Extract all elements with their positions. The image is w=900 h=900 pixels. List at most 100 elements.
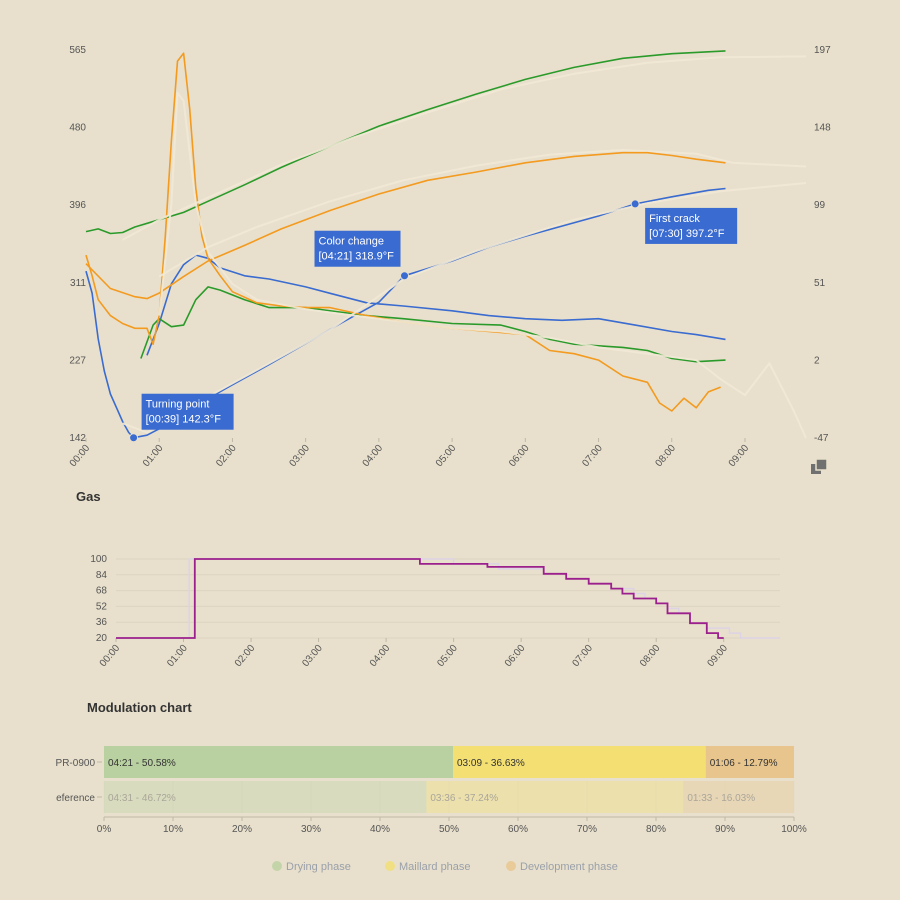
series-line-gas-orange-faint-temp <box>158 149 807 278</box>
series-line-bean-temp <box>85 187 726 439</box>
bar-segment-development-phase <box>705 746 794 778</box>
legend-swatch <box>506 861 516 871</box>
bar-segment-label: 03:36 - 37.24% <box>430 793 498 804</box>
gas-title: Gas <box>76 489 101 504</box>
modulation-legend: Drying phase Maillard phase Development ph… <box>272 861 618 873</box>
mod-x-tick-label: 40% <box>370 824 390 835</box>
y-left-tick-label: 227 <box>69 355 86 366</box>
series-line-gas-ror-orange <box>85 52 721 412</box>
category-label: eference <box>56 793 95 804</box>
gas-x-tick-label: 05:00 <box>435 643 460 670</box>
modulation-title: Modulation chart <box>87 700 192 715</box>
y-right-tick-label: -47 <box>814 433 829 444</box>
bar-segment-label: 03:09 - 36.63% <box>457 758 525 769</box>
category-label: PR-0900 <box>56 758 96 769</box>
annotation-label: Color change <box>319 236 384 248</box>
legend-label: Maillard phase <box>399 861 471 873</box>
x-tick-label: 00:00 <box>68 443 93 470</box>
export-icon[interactable] <box>811 458 828 474</box>
bar-segment-maillard-phase <box>426 781 684 813</box>
mod-x-tick-label: 0% <box>97 824 112 835</box>
x-tick-label: 05:00 <box>434 443 459 470</box>
annotation-label: First crack <box>649 213 700 225</box>
y-right-tick-label: 2 <box>814 355 820 366</box>
gas-y-tick-label: 20 <box>96 633 108 644</box>
gas-grid <box>115 558 780 642</box>
legend-label: Drying phase <box>286 861 351 873</box>
x-tick-label: 09:00 <box>727 443 752 470</box>
series-line-environment-ror <box>140 286 726 363</box>
gas-x-tick-label: 08:00 <box>638 643 663 670</box>
bar-segment-development-phase <box>683 781 794 813</box>
bar-segment-label: 01:33 - 16.03% <box>687 793 755 804</box>
modulation-axis: PR-0900 eference 0% 10% 20% 30% 40% 50% 60% 70% 80… <box>56 758 807 835</box>
gas-x-tick-label: 09:00 <box>706 643 731 670</box>
bar-segment-drying-phase <box>104 781 427 813</box>
mod-x-tick-label: 100% <box>781 824 807 835</box>
bar-segment-maillard-phase <box>453 746 706 778</box>
y-left-tick-label: 311 <box>70 278 86 289</box>
gas-y-tick-label: 36 <box>96 617 108 628</box>
mod-x-tick-label: 10% <box>163 824 183 835</box>
mod-x-tick-label: 70% <box>577 824 597 835</box>
legend-swatch <box>385 861 395 871</box>
annotation-point <box>400 271 410 281</box>
annotation-box <box>141 393 234 430</box>
gas-y-tick-label: 100 <box>90 554 107 565</box>
x-tick-label: 04:00 <box>361 443 386 470</box>
series-line-ror-faint <box>158 91 807 439</box>
bar-segment-label: 01:06 - 12.79% <box>710 758 778 769</box>
annotation-point <box>630 199 640 209</box>
gas-x-tick-label: 06:00 <box>503 643 528 670</box>
mod-x-tick-label: 80% <box>646 824 666 835</box>
annotation-label: Turning point <box>146 399 210 411</box>
bar-segment-label: 04:21 - 50.58% <box>108 758 176 769</box>
y-right-tick-label: 197 <box>814 45 831 56</box>
gas-series-gas <box>116 558 724 639</box>
y-right-tick-label: 148 <box>814 123 831 134</box>
annotation-value: [00:39] 142.3°F <box>146 414 222 426</box>
series-line-environment-temp-faint <box>122 55 807 241</box>
legend-label: Development phase <box>520 861 618 873</box>
mod-x-tick-label: 30% <box>301 824 321 835</box>
annotation-box <box>645 207 738 244</box>
bar-segment-label: 04:31 - 46.72% <box>108 793 176 804</box>
gas-x-tick-label: 01:00 <box>165 643 190 670</box>
gas-y-tick-label: 68 <box>96 586 108 597</box>
series-line-environment-temp <box>85 50 726 235</box>
series-line-bean-ror <box>146 254 726 356</box>
x-tick-label: 06:00 <box>507 443 532 470</box>
annotation-value: [07:30] 397.2°F <box>649 228 725 240</box>
gas-x-tick-label: 04:00 <box>368 643 393 670</box>
roast-grid <box>85 438 746 442</box>
y-right-tick-label: 99 <box>814 200 826 211</box>
y-left-tick-label: 396 <box>69 200 86 211</box>
mod-x-tick-label: 20% <box>232 824 252 835</box>
y-left-tick-label: 142 <box>69 433 86 444</box>
roast-chart: 565 480 396 311 227 142 197 148 99 51 2 -47 00:00 01:… <box>68 45 831 474</box>
gas-x-tick-label: 03:00 <box>300 643 325 670</box>
roast-lines <box>85 50 807 439</box>
gas-x-tick-label: 07:00 <box>570 643 595 670</box>
gas-y-tick-label: 52 <box>96 601 108 612</box>
series-line-orange-temp <box>85 151 726 300</box>
modulation-grid <box>103 781 795 813</box>
annotation-point <box>129 433 139 443</box>
legend-swatch <box>272 861 282 871</box>
gas-series-gas-reference <box>116 558 780 639</box>
x-tick-label: 08:00 <box>654 443 679 470</box>
x-tick-label: 01:00 <box>141 443 166 470</box>
gas-y-tick-label: 84 <box>96 570 108 581</box>
annotation-box <box>314 230 401 267</box>
x-tick-label: 07:00 <box>580 443 605 470</box>
mod-x-tick-label: 60% <box>508 824 528 835</box>
modulation-chart: 04:21 - 50.58% 03:09 - 36.63% 01:06 - 12.7… <box>56 746 807 873</box>
y-left-tick-label: 480 <box>69 123 86 134</box>
bar-segment-drying-phase <box>104 746 454 778</box>
x-tick-label: 02:00 <box>214 443 239 470</box>
y-left-tick-label: 565 <box>69 45 86 56</box>
gas-lines <box>116 558 780 639</box>
